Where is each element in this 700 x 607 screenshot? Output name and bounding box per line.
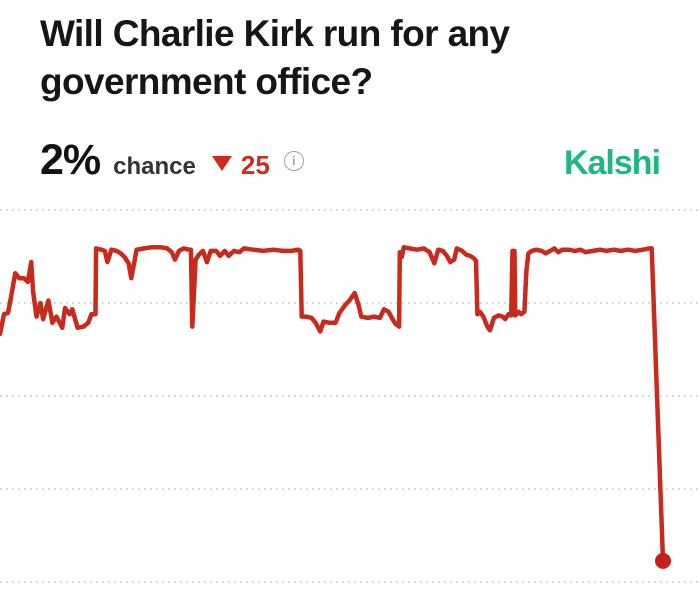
market-header: Will Charlie Kirk run for any government… xyxy=(0,0,700,185)
triangle-down-icon xyxy=(211,156,232,171)
last-price-dot xyxy=(655,552,671,569)
chart-area[interactable] xyxy=(0,195,700,607)
price-value: 2% xyxy=(40,136,101,184)
market-title-line-1: Will Charlie Kirk run for any xyxy=(40,13,510,54)
stats-row: 2% chance 25 i Kalshi xyxy=(40,136,661,185)
price-change: 25 xyxy=(211,150,270,181)
price-chart[interactable] xyxy=(0,195,700,607)
info-icon-glyph: i xyxy=(292,153,296,168)
change-value: 25 xyxy=(240,150,270,180)
info-icon[interactable]: i xyxy=(283,150,304,171)
price-label: chance xyxy=(113,153,196,180)
kalshi-logo: Kalshi xyxy=(563,144,661,182)
price-line xyxy=(0,244,666,564)
market-title-line-2: government office? xyxy=(40,61,373,102)
market-title: Will Charlie Kirk run for any government… xyxy=(40,10,660,106)
